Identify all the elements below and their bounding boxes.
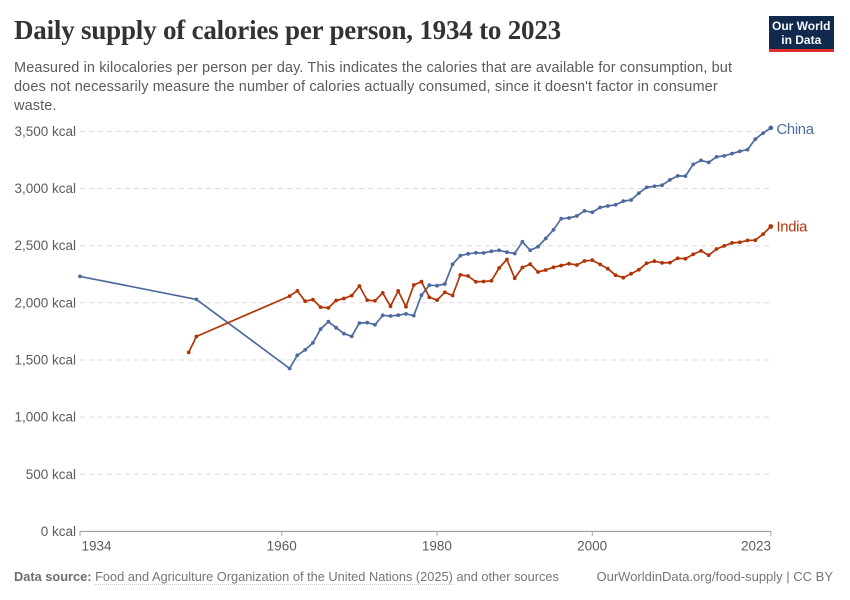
svg-text:2023: 2023 — [741, 539, 771, 554]
svg-text:2,000 kcal: 2,000 kcal — [14, 295, 76, 310]
svg-text:2,500 kcal: 2,500 kcal — [14, 238, 76, 253]
svg-text:India: India — [777, 219, 809, 235]
svg-text:China: China — [777, 122, 815, 138]
svg-text:500 kcal: 500 kcal — [26, 467, 76, 482]
svg-text:3,000 kcal: 3,000 kcal — [14, 181, 76, 196]
svg-text:1,000 kcal: 1,000 kcal — [14, 410, 76, 425]
svg-text:1,500 kcal: 1,500 kcal — [14, 353, 76, 368]
svg-text:2000: 2000 — [577, 539, 607, 554]
svg-text:3,500 kcal: 3,500 kcal — [14, 124, 76, 139]
svg-text:1934: 1934 — [81, 539, 112, 554]
svg-text:1980: 1980 — [422, 539, 452, 554]
svg-text:0 kcal: 0 kcal — [41, 524, 76, 539]
svg-text:1960: 1960 — [267, 539, 297, 554]
